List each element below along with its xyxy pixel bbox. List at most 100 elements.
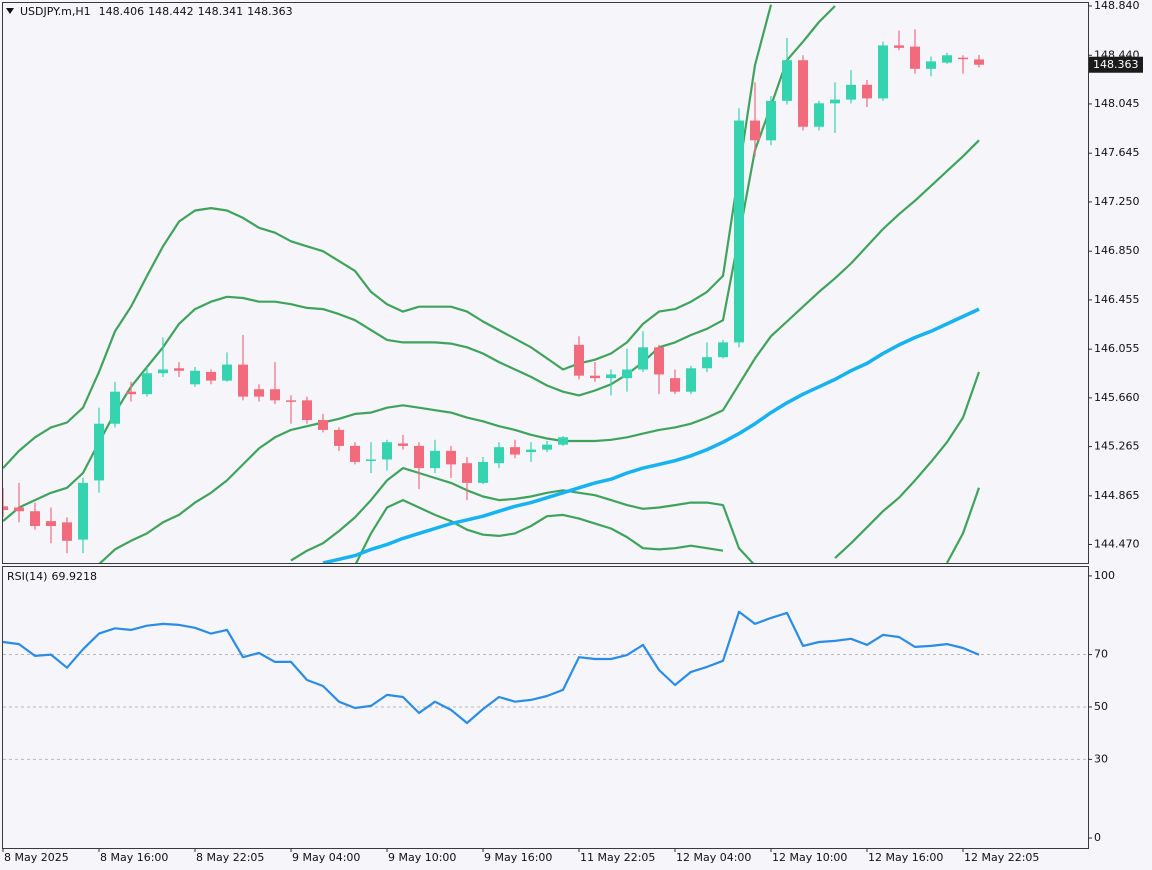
y-tick-label: 50 — [1094, 700, 1108, 713]
x-tick-label: 12 May 16:00 — [868, 851, 943, 864]
y-tick-label: 70 — [1094, 648, 1108, 661]
candle-body — [830, 99, 840, 104]
candle-body — [862, 84, 872, 99]
header-low: 148.341 — [198, 5, 244, 18]
header-open: 148.406 — [99, 5, 145, 18]
candle-body — [926, 61, 936, 69]
candle-body — [238, 364, 248, 397]
candle-body — [574, 344, 584, 376]
band-line — [98, 139, 980, 563]
candle-body — [782, 60, 792, 101]
candle-body — [974, 59, 984, 65]
y-tick-label: 30 — [1094, 752, 1108, 765]
candle-body — [254, 389, 264, 397]
x-tick-label: 12 May 04:00 — [676, 851, 751, 864]
y-tick-label: 144.865 — [1094, 489, 1140, 502]
candle-body — [814, 103, 824, 127]
candle-body — [126, 391, 136, 395]
x-tick-label: 12 May 22:05 — [964, 851, 1039, 864]
rsi-current: 69.9218 — [51, 570, 97, 583]
candle-body — [334, 429, 344, 446]
candle-body — [606, 374, 616, 379]
candle-body — [158, 369, 168, 374]
candle-body — [302, 400, 312, 421]
menu-arrow[interactable] — [6, 8, 14, 14]
candle-body — [190, 370, 200, 385]
candle-body — [910, 46, 920, 69]
rsi-title: RSI(14) — [7, 570, 47, 583]
candle-body — [30, 511, 40, 527]
x-tick-label: 8 May 22:05 — [196, 851, 264, 864]
candle-body — [846, 84, 856, 100]
candle-body — [526, 449, 536, 453]
candle-body — [94, 423, 104, 481]
candle-body — [494, 447, 504, 464]
x-tick-label: 9 May 16:00 — [484, 851, 552, 864]
price-tag-label: 148.363 — [1093, 58, 1139, 71]
candle-body — [702, 357, 712, 369]
candle-body — [750, 120, 760, 141]
rsi-line — [3, 610, 980, 725]
chart-header: USDJPY.m,H1 148.406 148.442 148.341 148.363 — [20, 5, 293, 18]
candle-body — [478, 461, 488, 483]
band-line — [290, 371, 981, 563]
band-line — [355, 487, 981, 563]
candle-body — [766, 100, 776, 141]
candle-body — [382, 442, 392, 460]
candle-body — [590, 375, 600, 379]
candle-body — [174, 368, 184, 371]
candle-body — [718, 342, 728, 358]
candle-body — [510, 447, 520, 455]
price-tag — [1089, 56, 1143, 73]
candle-body — [734, 120, 744, 343]
y-tick-label: 100 — [1094, 569, 1115, 582]
candle-body — [206, 371, 216, 381]
y-tick-label: 147.645 — [1094, 146, 1140, 159]
candle-body — [350, 445, 360, 462]
candle-body — [542, 444, 552, 450]
candle-body — [62, 522, 72, 541]
header-high: 148.442 — [148, 5, 194, 18]
candle-body — [462, 463, 472, 483]
candle-body — [670, 378, 680, 392]
candle-body — [558, 437, 568, 445]
moving-average — [322, 307, 980, 563]
x-tick-label: 9 May 10:00 — [388, 851, 456, 864]
x-tick-label: 12 May 10:00 — [772, 851, 847, 864]
candle-body — [654, 347, 664, 375]
candle-body — [638, 347, 648, 370]
y-tick-label: 146.850 — [1094, 244, 1140, 257]
y-tick-label: 144.470 — [1094, 538, 1140, 551]
band-line — [3, 4, 773, 469]
rsi-header: RSI(14) 69.9218 — [7, 570, 97, 583]
candle-body — [958, 57, 968, 60]
x-tick-label: 8 May 16:00 — [100, 851, 168, 864]
symbol: USDJPY.m,H1 — [20, 5, 91, 18]
y-tick-label: 0 — [1094, 831, 1101, 844]
x-tick-label: 11 May 22:05 — [580, 851, 655, 864]
y-tick-label: 148.840 — [1094, 0, 1140, 12]
candle-body — [46, 521, 56, 527]
candle-body — [446, 450, 456, 465]
header-close: 148.363 — [247, 5, 293, 18]
candle-body — [286, 400, 296, 402]
y-tick-label: 146.055 — [1094, 342, 1140, 355]
price-panel — [2, 2, 1089, 564]
candle-body — [366, 459, 376, 461]
candle-body — [78, 482, 88, 540]
y-tick-label: 148.045 — [1094, 97, 1140, 110]
band-line — [3, 5, 836, 522]
candle-body — [222, 364, 232, 381]
candle-body — [3, 506, 8, 511]
y-tick-label: 145.265 — [1094, 440, 1140, 453]
y-tick-label: 146.455 — [1094, 293, 1140, 306]
rsi-panel — [2, 566, 1089, 849]
candle-body — [622, 369, 632, 379]
candle-body — [894, 45, 904, 48]
y-tick-label: 145.660 — [1094, 391, 1140, 404]
x-tick-label: 9 May 04:00 — [292, 851, 360, 864]
candle-body — [142, 373, 152, 395]
candle-body — [110, 391, 120, 424]
